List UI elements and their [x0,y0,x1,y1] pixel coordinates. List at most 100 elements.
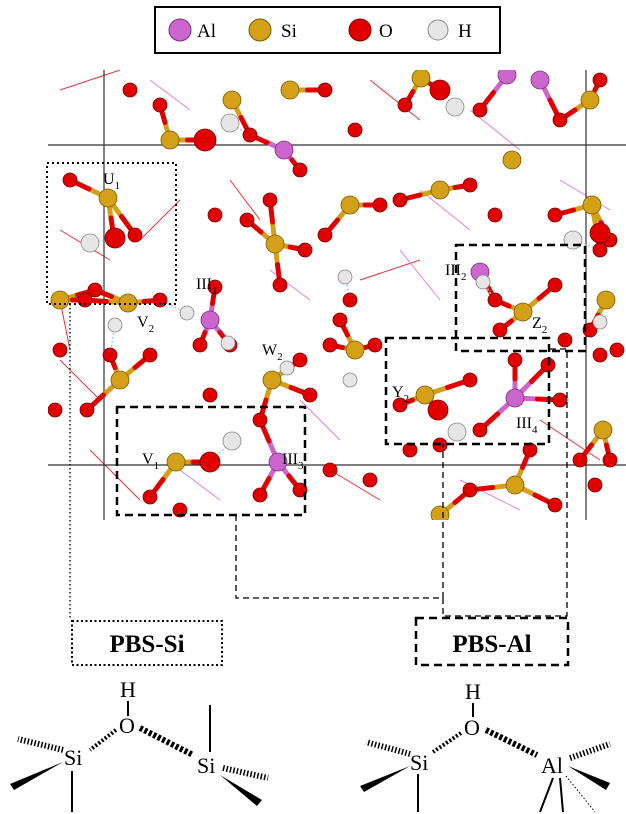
wireframe-bond [59,70,121,91]
atom-o [472,422,488,438]
atom-o [372,197,388,213]
atom-o [297,242,313,258]
wireframe-bond [149,79,191,111]
crystal-structure [48,70,626,520]
atom-o [317,227,333,243]
atom-si [98,188,118,208]
scheme-al-o: O [464,715,480,740]
atom-o [487,207,503,223]
atom-si [582,195,602,215]
atom-o [592,242,608,258]
atom-o [392,397,408,413]
atom-o [462,482,478,498]
atom-o-large [193,128,217,152]
atom-o-large [429,79,451,101]
atom-si [50,290,70,310]
atom-si [430,180,450,200]
atom-si [593,420,613,440]
atom-o [547,207,563,223]
atom-o [142,347,158,363]
atom-o [242,127,258,143]
wireframe-bond [179,469,221,501]
atom-o [252,487,268,503]
scheme-si-h: H [120,677,136,702]
atom-si [505,475,525,495]
atom-o [462,372,478,388]
atom-o [342,292,358,308]
atom-o [322,462,338,478]
atom-h [592,314,608,330]
legend-item-o: O [348,18,393,42]
atom-al [268,452,288,472]
site-boxes [46,162,587,517]
atom-si [160,130,180,150]
atom-o [262,192,278,208]
atom-al [497,70,517,85]
atom-o [332,312,348,328]
atom-o [52,342,68,358]
atom-h [475,274,491,290]
label-iii4: III4 [516,415,538,436]
wireframe-bond [229,179,261,221]
pbs-si-label: PBS-Si [109,631,184,658]
atom-o [317,82,333,98]
atom-o [192,337,208,353]
label-v1: V1 [142,451,159,472]
pbs-al-label: PBS-Al [452,631,531,658]
atom-si [411,70,431,88]
atom-o [462,177,478,193]
atom-o [362,472,378,488]
atom-si [596,290,616,310]
scheme-si-right: Si [197,753,215,778]
atom-o [62,172,78,188]
atom-si [265,234,285,254]
atom-h [279,360,295,376]
wireframe-bond [559,179,611,211]
box-y2 [384,336,551,446]
atom-o [552,112,568,128]
atom-si [415,385,435,405]
legend-label-si: Si [281,21,297,42]
atom-o [507,352,523,368]
atom-o [392,192,408,208]
atom-si [345,340,365,360]
atom-o [87,282,103,298]
atom-o [609,342,625,358]
atom-o [172,502,188,518]
atom-h [179,305,195,321]
atom-o [547,277,563,293]
scheme-si-o-si: H O Si Si [10,677,269,812]
scheme-si-o-al: H O Si Al [360,679,611,813]
atom-o [547,497,563,513]
atom-o [122,82,138,98]
atom-h-large [563,230,583,250]
wireframe-bond [329,469,381,501]
atom-o [239,212,255,228]
legend-item-si: Si [248,18,297,42]
atom-o-large [589,222,611,244]
atom-o [602,452,618,468]
pbs-al-box: PBS-Al [414,616,570,667]
atom-o [592,72,608,88]
atom-al [200,310,220,330]
wireframe-bond [399,249,441,301]
wireframe-bond [89,449,141,501]
wireframe-bond [359,259,421,281]
atom-o-large [104,227,126,249]
legend-label-h: H [458,21,472,42]
wireframe-bond [419,189,471,231]
wireframe-bond [59,359,101,401]
label-iii3: III3 [282,451,304,472]
legend-swatch-h [427,19,449,41]
atom-si [430,505,450,520]
atom-h [342,372,358,388]
atom-al [274,140,294,160]
atom-o [207,279,223,295]
unit-cell-lines [48,70,626,520]
scheme-si-o: O [119,713,135,738]
atom-o [572,452,588,468]
atoms [48,70,625,520]
atom-si [262,370,282,390]
legend-item-al: Al [168,18,216,42]
atom-o [322,337,338,353]
